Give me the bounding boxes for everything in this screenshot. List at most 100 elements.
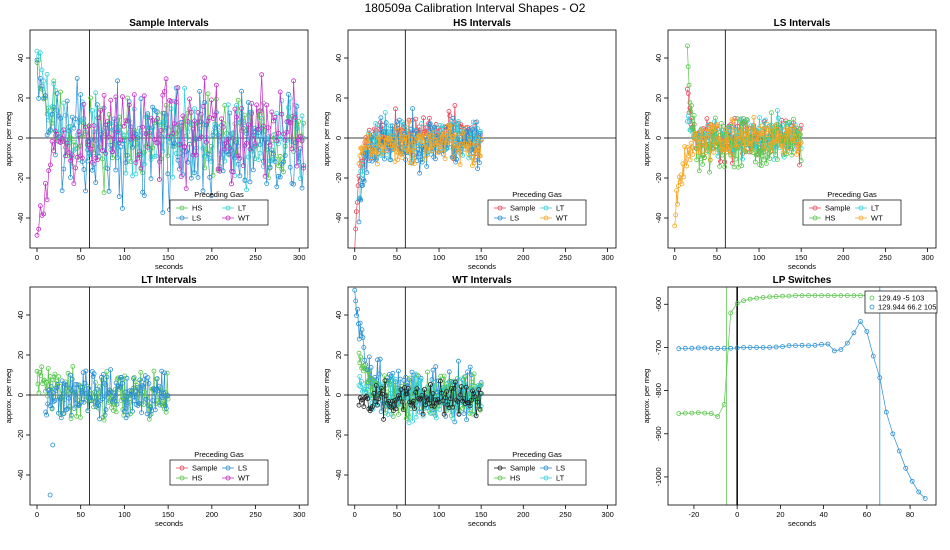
data-point [84,391,90,397]
data-point [435,397,441,403]
data-point [793,141,799,147]
y-tick-label: -700 [654,340,663,355]
data-point [365,141,371,147]
data-point [108,97,114,103]
data-point [461,396,467,402]
data-point [100,372,106,377]
data-point [788,146,794,152]
data-point [717,163,722,169]
data-point [757,131,763,137]
data-point [95,400,101,406]
data-point [147,412,153,418]
data-point [104,374,110,380]
legend-entry: LS [192,214,201,223]
data-point [95,129,100,135]
data-point [151,368,157,374]
data-point [359,327,365,333]
data-point [68,416,74,422]
data-point [56,410,61,416]
x-tick-label: 250 [559,253,572,262]
data-point [83,188,88,194]
data-point [762,146,768,152]
legend-swatch-point [858,215,864,221]
data-point [116,386,122,392]
data-point [53,388,59,393]
data-point [135,155,141,161]
data-point [299,113,305,119]
data-point [150,118,156,123]
data-point [89,108,95,113]
data-point [468,372,474,378]
data-point [78,92,83,97]
data-point [182,144,188,149]
data-point [674,187,679,193]
data-point [447,113,453,119]
data-point [395,368,401,374]
data-point [845,340,850,346]
data-point [72,382,78,388]
plot-area [30,30,308,248]
data-point [400,407,406,413]
data-point [143,131,149,137]
data-point [793,343,798,349]
data-point [137,377,143,383]
data-point [112,395,118,400]
data-point [277,153,283,159]
data-point [401,139,407,145]
data-point [198,119,204,125]
data-point [222,103,228,108]
data-point [388,404,394,410]
data-point [66,128,72,134]
data-point [55,381,60,387]
legend-entry: HS [192,204,202,213]
data-point [766,127,771,133]
data-point [115,375,121,381]
data-point [475,126,481,132]
chart-title: Sample Intervals [129,18,209,29]
data-point [73,116,78,122]
data-point [393,376,399,382]
data-point [97,416,102,422]
data-point [81,167,87,172]
data-point [414,158,420,163]
legend-entry: LS [556,464,565,473]
legend-swatch-point [543,215,549,221]
plot-area [30,287,308,505]
data-point [458,384,464,390]
data-point [232,106,238,112]
data-point [755,139,760,145]
data-point [741,344,746,350]
data-point [200,188,206,194]
data-point [105,119,110,124]
data-point [193,152,199,158]
legend-swatch-point [225,205,231,211]
x-tick-label: 200 [206,510,219,519]
data-point [393,406,399,412]
data-point [702,155,707,161]
data-point [123,170,129,176]
data-point [165,171,171,177]
data-point [388,157,394,163]
data-point [363,393,369,399]
x-tick-label: 300 [601,253,614,262]
x-tick-label: 250 [559,510,572,519]
data-point [44,412,49,418]
data-point [101,380,107,386]
plot-frame [347,29,617,249]
data-point [88,146,94,152]
chart-title: LP Switches [773,275,832,286]
y-tick-label: -20 [16,173,25,184]
data-point [118,124,124,130]
data-point [429,148,435,154]
data-point [208,193,214,199]
data-point [754,295,759,301]
data-point [257,141,263,147]
data-point [431,403,437,409]
x-tick-label: 0 [35,510,39,519]
data-point [135,403,141,408]
data-point [262,129,268,135]
data-point [452,131,458,137]
data-point [396,136,402,142]
data-point [379,397,385,403]
data-point [789,152,795,158]
